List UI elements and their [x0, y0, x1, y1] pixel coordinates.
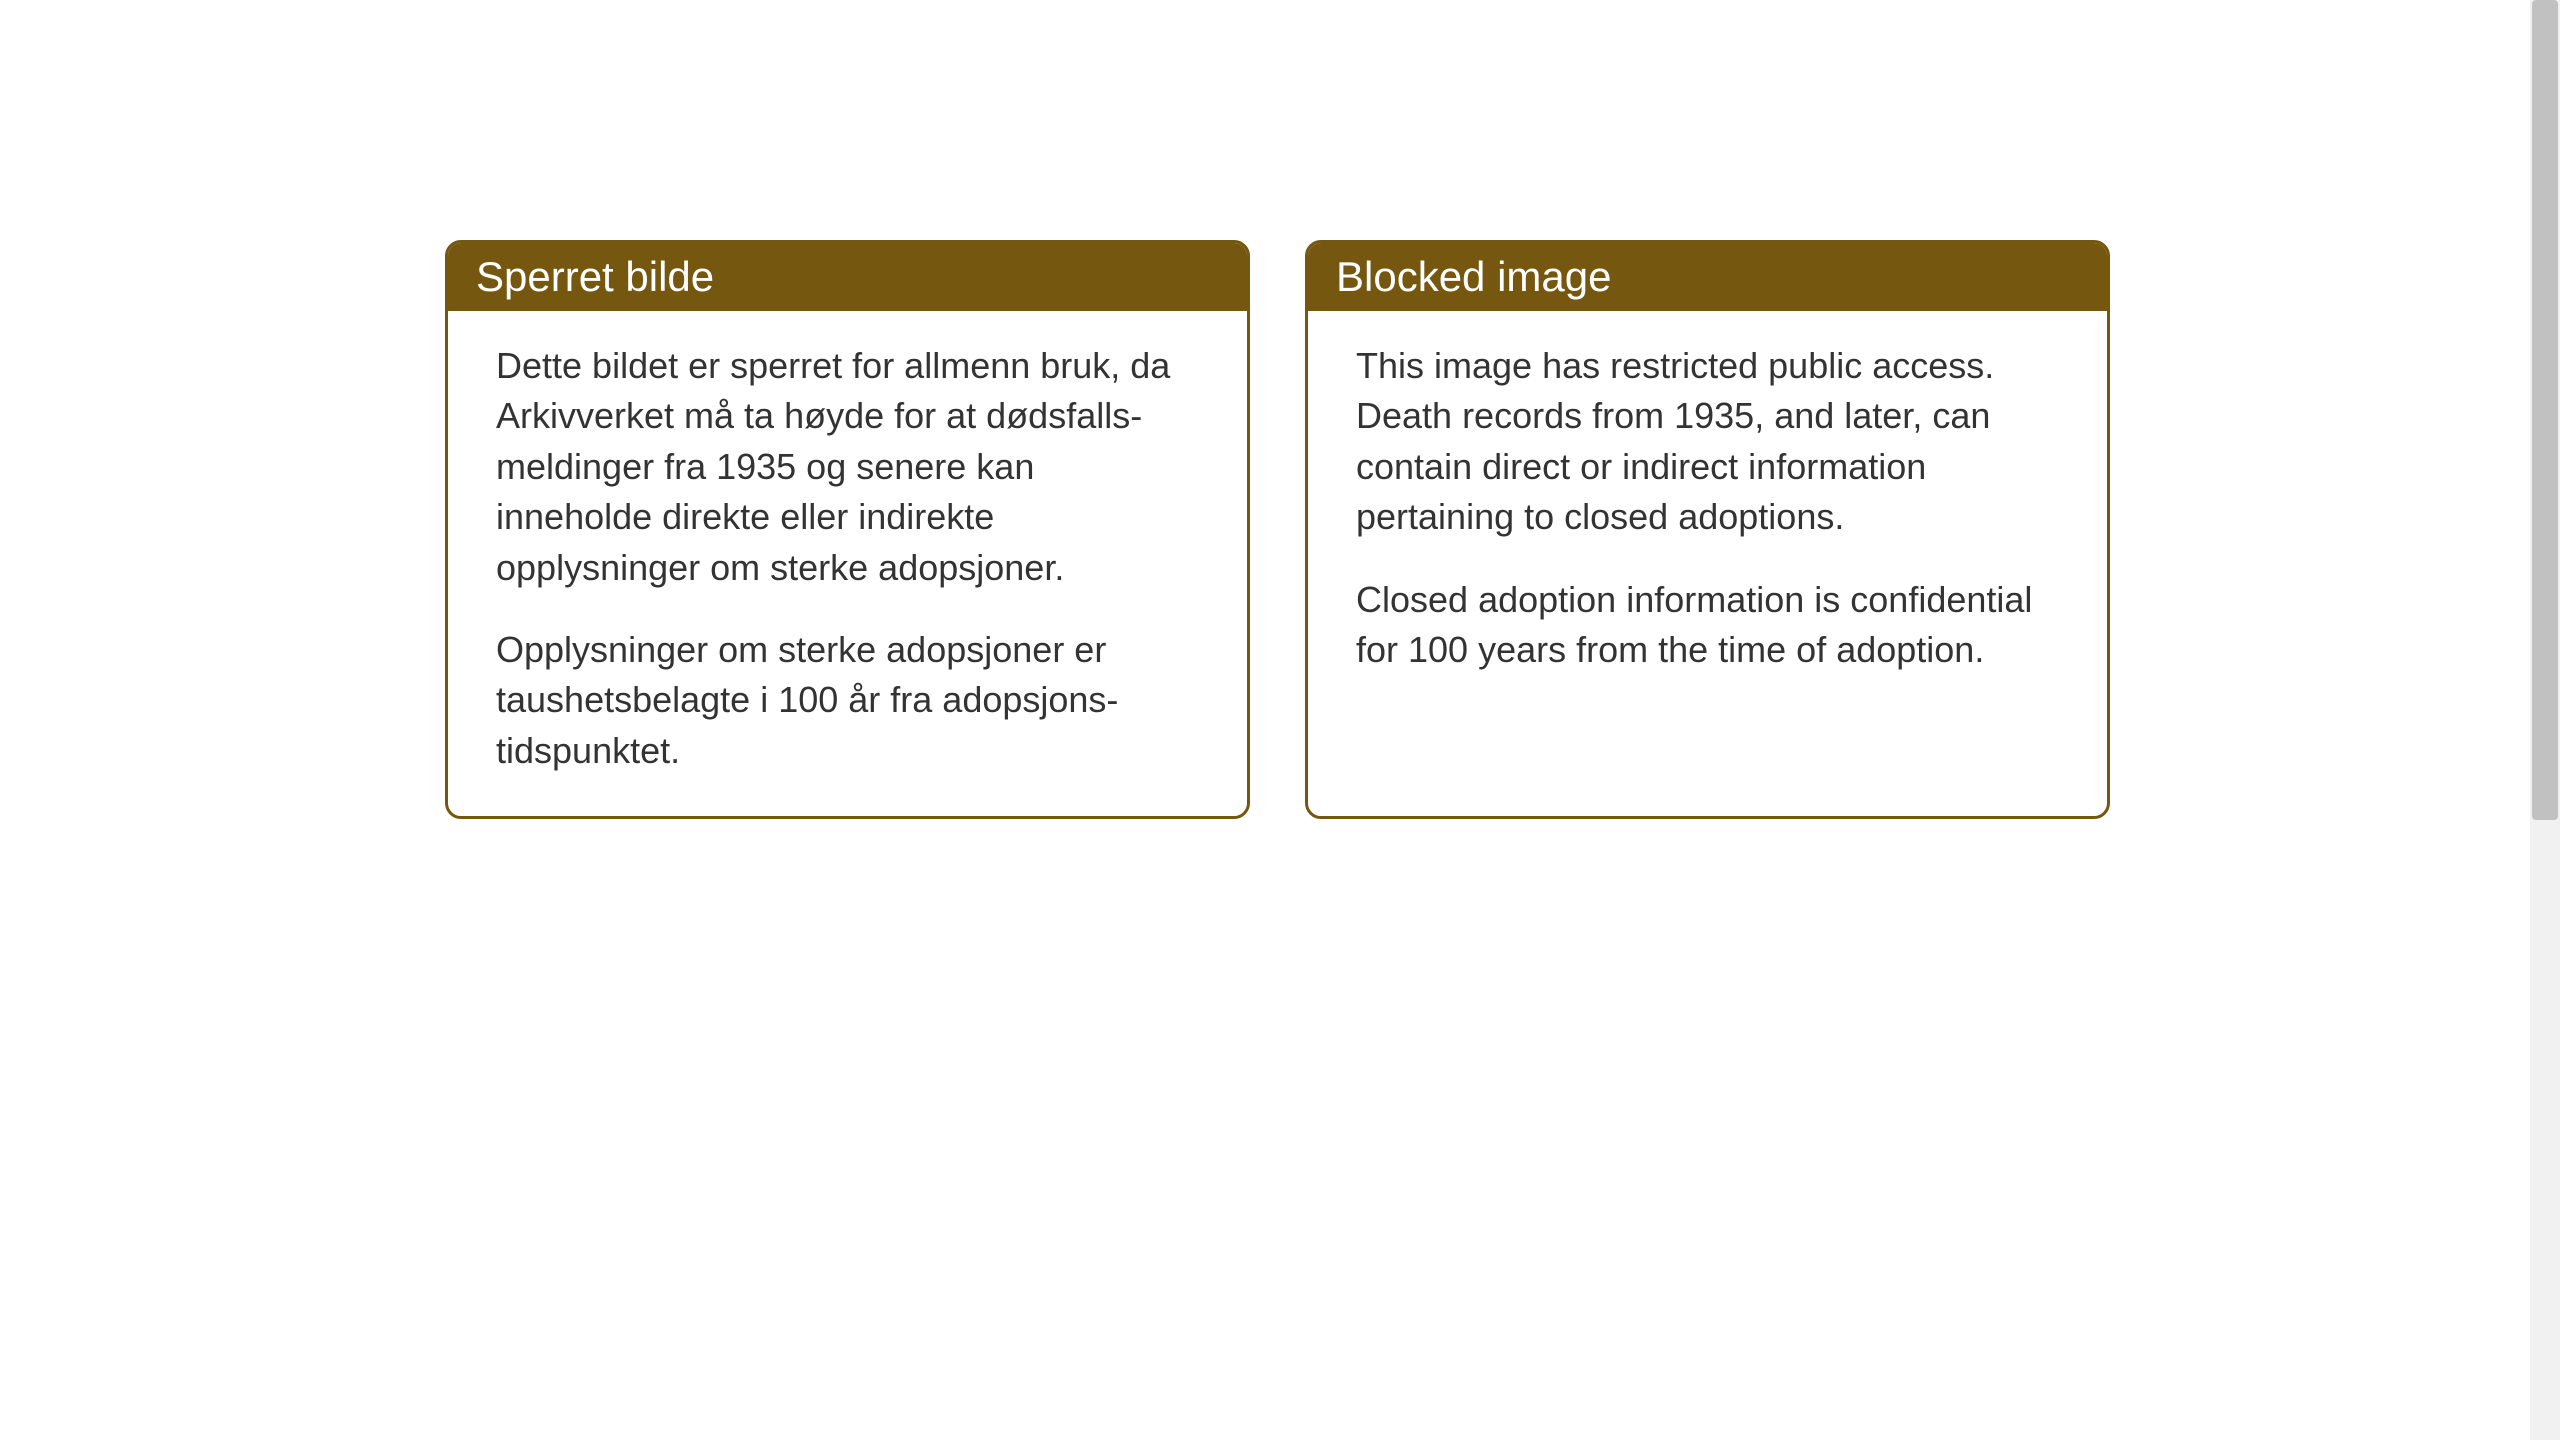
card-paragraph-2-english: Closed adoption information is confident… — [1356, 575, 2059, 676]
card-header-english: Blocked image — [1308, 243, 2107, 311]
notice-card-norwegian: Sperret bilde Dette bildet er sperret fo… — [445, 240, 1250, 819]
card-body-norwegian: Dette bildet er sperret for allmenn bruk… — [448, 311, 1247, 816]
card-paragraph-1-norwegian: Dette bildet er sperret for allmenn bruk… — [496, 341, 1199, 593]
notice-card-english: Blocked image This image has restricted … — [1305, 240, 2110, 819]
card-header-norwegian: Sperret bilde — [448, 243, 1247, 311]
notice-container: Sperret bilde Dette bildet er sperret fo… — [445, 240, 2110, 819]
card-body-english: This image has restricted public access.… — [1308, 311, 2107, 816]
scrollbar-track[interactable] — [2530, 0, 2560, 1440]
card-title-norwegian: Sperret bilde — [476, 253, 714, 300]
scrollbar-thumb[interactable] — [2532, 0, 2558, 820]
card-title-english: Blocked image — [1336, 253, 1611, 300]
card-paragraph-1-english: This image has restricted public access.… — [1356, 341, 2059, 543]
card-paragraph-2-norwegian: Opplysninger om sterke adopsjoner er tau… — [496, 625, 1199, 776]
